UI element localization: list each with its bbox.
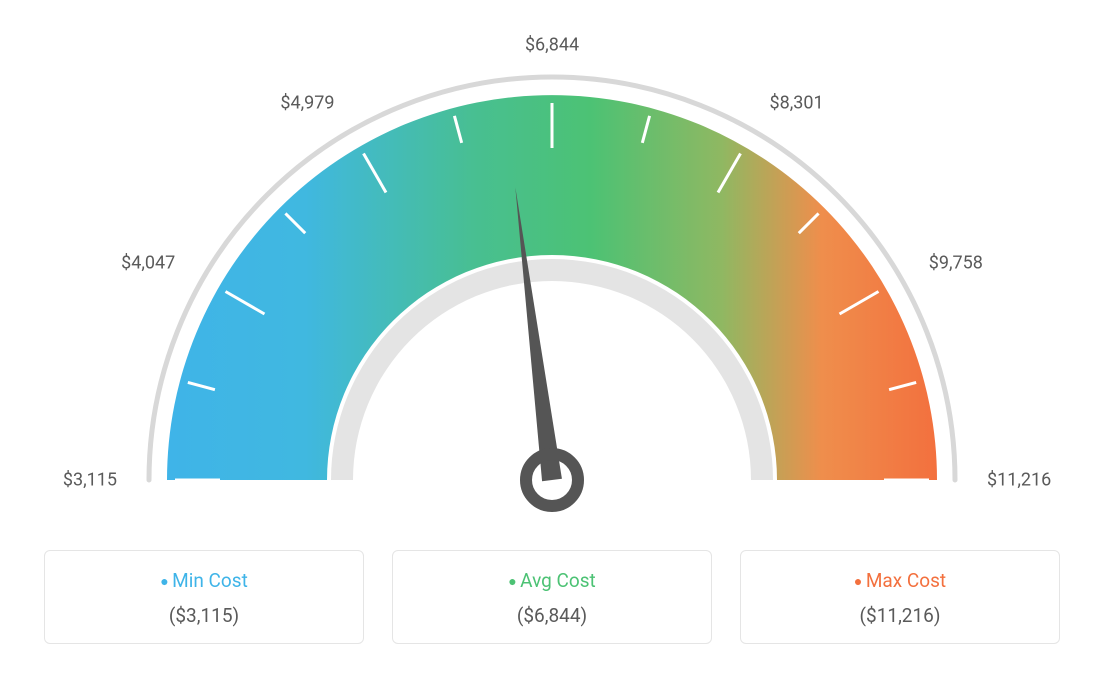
gauge-tick-label: $4,047: [121, 252, 175, 273]
gauge-tick-label: $3,115: [63, 470, 117, 491]
legend-card-min: Min Cost ($3,115): [44, 550, 364, 644]
legend-max-label: Max Cost: [751, 569, 1049, 592]
legend-max-value: ($11,216): [751, 604, 1049, 627]
gauge-tick-label: $4,979: [280, 93, 334, 114]
cost-gauge: $3,115 $4,047 $4,979 $6,844 $8,301 $9,758 $11,…: [20, 20, 1084, 520]
gauge-tick-label: $11,216: [987, 470, 1051, 491]
gauge-tick-label: $8,301: [770, 93, 824, 114]
legend-card-avg: Avg Cost ($6,844): [392, 550, 712, 644]
gauge-tick-label: $6,844: [525, 35, 579, 56]
gauge-svg: [20, 20, 1084, 520]
legend-avg-value: ($6,844): [403, 604, 701, 627]
legend-min-value: ($3,115): [55, 604, 353, 627]
legend-card-max: Max Cost ($11,216): [740, 550, 1060, 644]
legend-avg-label: Avg Cost: [403, 569, 701, 592]
legend-min-label: Min Cost: [55, 569, 353, 592]
legend-row: Min Cost ($3,115) Avg Cost ($6,844) Max …: [20, 550, 1084, 644]
gauge-tick-label: $9,758: [929, 252, 983, 273]
